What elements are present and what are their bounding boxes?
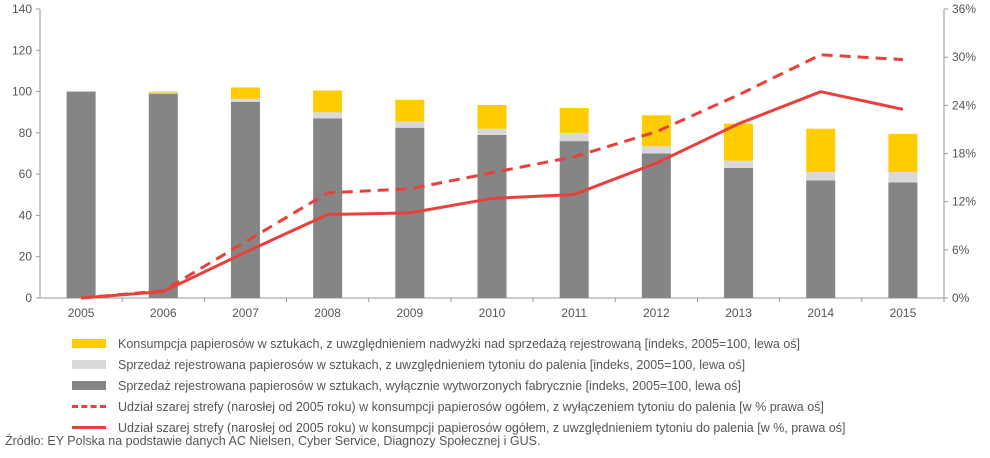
legend-item-grey-zone-incl: Udział szarej strefy (narosłej od 2005 r… xyxy=(72,417,845,438)
legend-item-grey-zone-excl: Udział szarej strefy (narosłej od 2005 r… xyxy=(72,396,845,417)
legend-label: Sprzedaż rejestrowana papierosów w sztuk… xyxy=(118,357,746,372)
bar-segment xyxy=(559,108,589,133)
bar-segment xyxy=(230,101,260,299)
x-tick-label: 2010 xyxy=(479,306,506,320)
legend-swatch-solid-line xyxy=(72,426,106,429)
left-tick-label: 20 xyxy=(19,250,33,264)
bar-segment xyxy=(395,121,425,128)
source-note: Źródło: EY Polska na podstawie danych AC… xyxy=(5,434,541,448)
bar-segment xyxy=(806,180,836,298)
bar-segment xyxy=(724,160,754,168)
bar-segment xyxy=(641,115,671,147)
legend-swatch-lightgray xyxy=(72,360,106,369)
legend-label: Udział szarej strefy (narosłej od 2005 r… xyxy=(118,399,824,414)
x-tick-label: 2013 xyxy=(725,306,752,320)
legend-item-sales-factory: Sprzedaż rejestrowana papierosów w sztuk… xyxy=(72,375,845,396)
legend-swatch-dashed-line xyxy=(72,405,106,408)
left-tick-label: 140 xyxy=(12,2,32,16)
right-tick-label: 24% xyxy=(952,98,976,112)
bar-segment xyxy=(888,172,918,183)
series-line-dashed xyxy=(80,53,903,300)
right-tick-label: 30% xyxy=(952,50,976,64)
right-tick-label: 18% xyxy=(952,147,976,161)
legend-label: Udział szarej strefy (narosłej od 2005 r… xyxy=(118,420,846,435)
series-line-solid xyxy=(80,90,904,300)
bar-segment xyxy=(230,98,260,102)
right-tick-label: 12% xyxy=(952,195,976,209)
right-tick-label: 0% xyxy=(952,291,970,305)
bar-segment xyxy=(641,146,671,154)
x-tick-label: 2011 xyxy=(561,306,587,320)
bar-segment xyxy=(559,141,589,298)
bar-segment xyxy=(313,118,343,299)
bar-segment xyxy=(148,93,178,298)
chart-area: 0 20 40 60 80 100 120 140 0% 6% 12% 18% 24% 30% 36% 200… xyxy=(12,2,976,320)
left-tick-label: 40 xyxy=(19,208,33,222)
bar-segment xyxy=(477,134,507,298)
bar-segment xyxy=(230,87,260,99)
bar-segment xyxy=(559,132,589,142)
bar-segment xyxy=(477,128,507,135)
bar-segment xyxy=(148,91,178,93)
left-tick-label: 60 xyxy=(19,167,33,181)
x-tick-label: 2007 xyxy=(232,306,259,320)
x-tick-label: 2005 xyxy=(68,306,95,320)
bar-segment xyxy=(66,91,96,298)
legend-swatch-gray xyxy=(72,381,106,390)
bar-segment xyxy=(313,112,343,119)
legend-swatch-yellow xyxy=(72,339,106,348)
x-tick-label: 2014 xyxy=(807,306,834,320)
x-tick-label: 2008 xyxy=(314,306,341,320)
x-tick-label: 2009 xyxy=(396,306,423,320)
bar-segment xyxy=(806,128,836,173)
bar-segment xyxy=(724,167,754,298)
left-tick-label: 100 xyxy=(12,85,32,99)
left-tick-label: 120 xyxy=(12,43,32,57)
legend-label: Sprzedaż rejestrowana papierosów w sztuk… xyxy=(118,378,741,393)
left-tick-label: 80 xyxy=(19,126,33,140)
legend-item-sales-incl-tobacco: Sprzedaż rejestrowana papierosów w sztuk… xyxy=(72,354,845,375)
x-tick-label: 2012 xyxy=(643,306,670,320)
right-tick-label: 6% xyxy=(952,243,970,257)
x-tick-label: 2015 xyxy=(890,306,917,320)
legend: Konsumpcja papierosów w sztukach, z uwzg… xyxy=(72,333,845,438)
bar-segment xyxy=(477,104,507,129)
left-tick-label: 0 xyxy=(25,291,32,305)
legend-label: Konsumpcja papierosów w sztukach, z uwzg… xyxy=(118,336,800,351)
bar-segment xyxy=(806,172,836,181)
bar-segment xyxy=(641,153,671,298)
bar-segment xyxy=(148,92,178,94)
combo-chart: 0 20 40 60 80 100 120 140 0% 6% 12% 18% 24% 30% 36% 200… xyxy=(12,2,976,320)
bar-segment xyxy=(888,133,918,173)
right-tick-label: 36% xyxy=(952,2,976,16)
bar-segment xyxy=(395,99,425,122)
bar-segment xyxy=(888,182,918,298)
x-tick-label: 2006 xyxy=(150,306,177,320)
bar-segment xyxy=(313,90,343,113)
legend-item-consumption: Konsumpcja papierosów w sztukach, z uwzg… xyxy=(72,333,845,354)
